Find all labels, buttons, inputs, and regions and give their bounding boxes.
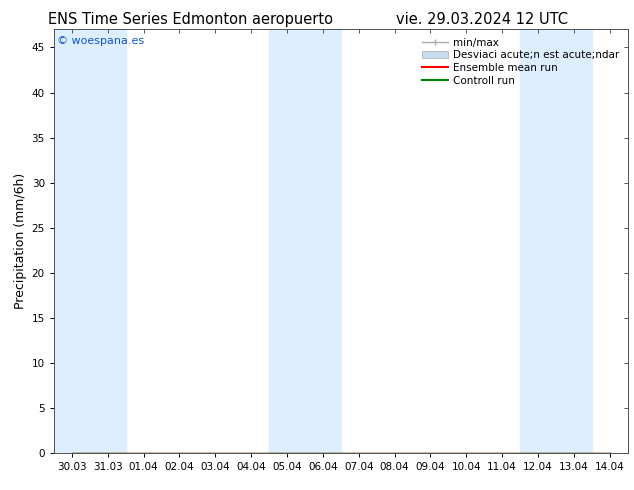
Y-axis label: Precipitation (mm/6h): Precipitation (mm/6h) <box>15 173 27 310</box>
Bar <box>520 29 592 453</box>
Legend: min/max, Desviaci acute;n est acute;ndar, Ensemble mean run, Controll run: min/max, Desviaci acute;n est acute;ndar… <box>418 35 623 89</box>
Bar <box>269 29 341 453</box>
Text: ENS Time Series Edmonton aeropuerto: ENS Time Series Edmonton aeropuerto <box>48 12 333 27</box>
Bar <box>54 29 126 453</box>
Text: © woespana.es: © woespana.es <box>57 36 144 46</box>
Text: vie. 29.03.2024 12 UTC: vie. 29.03.2024 12 UTC <box>396 12 568 27</box>
